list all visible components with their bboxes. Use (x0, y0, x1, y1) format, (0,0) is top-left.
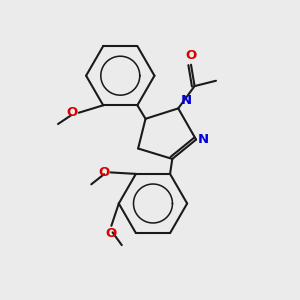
Text: O: O (106, 227, 117, 240)
Text: O: O (185, 49, 197, 62)
Text: O: O (98, 166, 110, 179)
Text: N: N (198, 133, 209, 146)
Text: methoxy: methoxy (58, 115, 64, 116)
Text: N: N (180, 94, 191, 106)
Text: O: O (66, 106, 77, 119)
